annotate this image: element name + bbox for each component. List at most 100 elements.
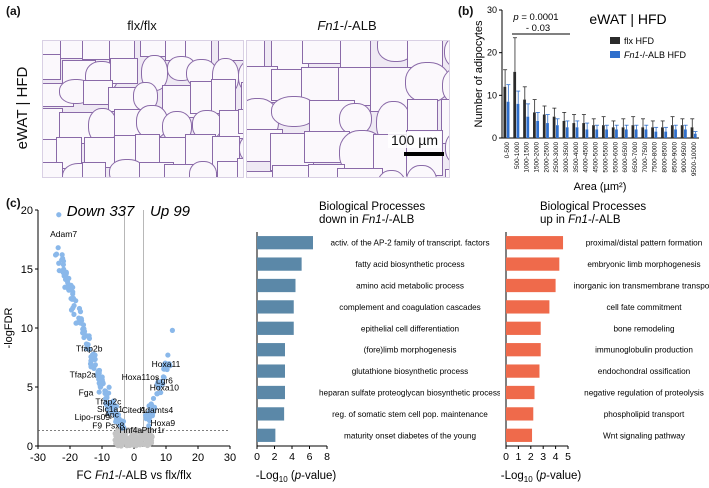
hist-y-tick-label: 10 xyxy=(487,90,497,100)
hist-bar xyxy=(631,125,635,138)
volcano-point-down xyxy=(60,255,66,262)
bp-up-bar xyxy=(506,321,541,335)
adipocyte-cell xyxy=(243,40,244,59)
volcano-gene-label: Hoxa9 xyxy=(151,418,176,428)
bp-down-bar xyxy=(257,385,285,400)
hist-x-tick-label: 8000-8500 xyxy=(662,142,669,173)
bp-up-category-label: embryonic limb morphogenesis xyxy=(587,260,700,269)
volcano-point-down xyxy=(106,400,112,406)
adipocyte-cell xyxy=(216,160,243,177)
adipocyte-cell xyxy=(189,161,217,177)
hist-x-tick-label: 1000-1500 xyxy=(524,142,531,173)
volcano-point-up xyxy=(161,362,167,368)
panel-label-c: (c) xyxy=(6,196,21,210)
bp-down-bar xyxy=(257,278,296,293)
volcano-gene-label: Adam7 xyxy=(50,229,77,239)
volcano-gene-label: Tfap2a xyxy=(70,370,97,380)
volcano-point-ns xyxy=(144,442,151,449)
adipocyte-cell xyxy=(81,162,107,177)
volcano-y-tick-label: 10 xyxy=(21,323,33,335)
hist-bar xyxy=(611,127,615,138)
histology-title-ko: Fn1-/-ALB xyxy=(246,18,448,33)
volcano-point-down xyxy=(98,383,104,389)
volcano-point-up xyxy=(148,408,154,414)
volcano-x-tick-label: -20 xyxy=(62,452,78,464)
hist-bar xyxy=(615,129,618,138)
volcano-point-up xyxy=(158,378,164,385)
bp-up-x-axis-label: -Log10 (p-value) xyxy=(501,470,582,484)
hist-bar xyxy=(595,129,599,138)
volcano-down-count: Down 337 xyxy=(67,203,135,220)
hist-bar xyxy=(516,103,520,138)
bp-down-bar xyxy=(257,343,285,357)
hist-bar xyxy=(693,133,697,138)
volcano-point-down xyxy=(96,389,102,395)
hist-legend-label: Fn1-/-ALB HFD xyxy=(624,50,687,60)
volcano-x-tick-label: 30 xyxy=(224,452,236,464)
hist-bar xyxy=(654,131,658,138)
hist-x-axis-label: Area (µm²) xyxy=(574,181,627,193)
volcano-point-ns xyxy=(125,427,131,433)
volcano-point-down xyxy=(99,377,105,383)
volcano-point-ns xyxy=(121,434,127,440)
volcano-point-down xyxy=(70,295,77,301)
hist-x-tick-label: 7500-8000 xyxy=(652,142,659,173)
volcano-gene-label: Adamts4 xyxy=(140,405,174,415)
volcano-point-down xyxy=(63,270,69,277)
volcano-point-down xyxy=(110,398,116,404)
hist-bar xyxy=(526,116,530,138)
hist-bar xyxy=(503,86,507,138)
volcano-gene-label: Hoxa11 xyxy=(152,359,181,369)
volcano-point-down xyxy=(74,320,80,326)
hist-x-tick-label: 2000-2500 xyxy=(543,142,550,173)
adipocyte-cell xyxy=(407,99,439,136)
panel-label-b: (b) xyxy=(458,4,474,18)
bp-down-bar xyxy=(257,407,285,421)
hist-annotation-pvalue: p = 0.0001 xyxy=(512,12,558,23)
volcano-point-down xyxy=(60,262,66,268)
bp-down-bar xyxy=(257,236,313,250)
volcano-point-down xyxy=(90,364,96,370)
volcano-point-down xyxy=(76,315,82,321)
hist-x-tick-label: 0-500 xyxy=(504,142,511,159)
hist-x-tick-label: 500-1000 xyxy=(514,142,521,169)
hist-y-tick-label: 0 xyxy=(492,133,497,143)
hist-bar xyxy=(674,129,677,138)
bp-up-category-label: phospholipid transport xyxy=(604,410,685,419)
adipocyte-cell xyxy=(211,79,236,115)
hist-bar xyxy=(592,125,595,138)
adipocyte-cell xyxy=(443,41,449,72)
hist-bar xyxy=(585,129,589,138)
hist-y-tick-label: 20 xyxy=(487,48,497,58)
hist-bar xyxy=(546,123,549,138)
hist-bar xyxy=(634,129,638,138)
volcano-point-ns xyxy=(121,439,127,445)
volcano-point-down xyxy=(76,305,83,312)
histology-image-ko xyxy=(246,40,450,178)
volcano-point-up xyxy=(146,423,152,429)
volcano-gene-label: Cited1 xyxy=(122,405,147,415)
scale-bar-label: 100 µm xyxy=(388,132,441,148)
bp-up-category-label: proximal/distal pattern formation xyxy=(586,239,703,248)
bp-up-bar xyxy=(506,407,534,421)
bp-up-bar xyxy=(506,236,564,250)
volcano-point-up xyxy=(161,374,167,381)
volcano-point-down xyxy=(86,335,93,342)
hist-bar xyxy=(644,129,648,138)
adipocyte-cell xyxy=(338,67,376,106)
hist-legend-swatch xyxy=(610,51,620,58)
volcano-gene-label: F9 xyxy=(92,420,102,430)
volcano-point-down xyxy=(106,384,112,390)
hist-x-tick-label: 2500-3000 xyxy=(553,142,560,173)
hist-y-axis-label: Number of adipocytes xyxy=(473,20,485,127)
bp-up-bar xyxy=(506,385,535,400)
hist-bar xyxy=(664,131,668,138)
volcano-gene-label: Tfap2b xyxy=(76,344,103,354)
volcano-point-ns xyxy=(143,433,149,439)
volcano-point-ns xyxy=(146,437,152,443)
adipocyte-cell xyxy=(337,168,384,177)
volcano-point-down xyxy=(85,341,91,348)
